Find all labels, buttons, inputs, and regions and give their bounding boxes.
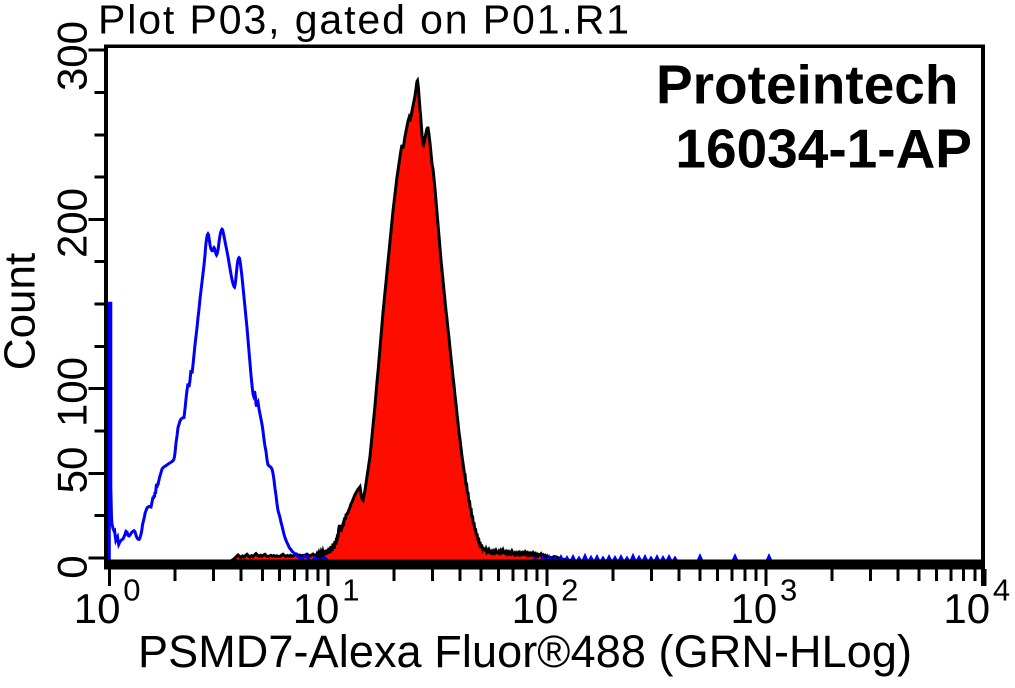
svg-text:10: 10 <box>731 585 778 632</box>
svg-text:100: 100 <box>49 357 96 427</box>
svg-text:10: 10 <box>512 585 559 632</box>
svg-text:Proteintech: Proteintech <box>656 54 959 116</box>
svg-text:300: 300 <box>49 21 96 91</box>
svg-text:1: 1 <box>342 573 359 608</box>
svg-text:10: 10 <box>293 585 340 632</box>
svg-text:3: 3 <box>780 573 797 608</box>
svg-text:Count: Count <box>0 253 45 370</box>
svg-text:2: 2 <box>561 573 578 608</box>
svg-text:16034-1-AP: 16034-1-AP <box>675 118 972 180</box>
svg-text:Plot P03, gated on P01.R1: Plot P03, gated on P01.R1 <box>98 0 629 43</box>
svg-text:200: 200 <box>49 188 96 258</box>
svg-text:4: 4 <box>993 573 1010 608</box>
svg-text:10: 10 <box>943 585 990 632</box>
svg-text:PSMD7-Alexa Fluor®488 (GRN-HLo: PSMD7-Alexa Fluor®488 (GRN-HLog) <box>138 626 912 677</box>
svg-text:0: 0 <box>123 573 140 608</box>
svg-text:10: 10 <box>74 585 121 632</box>
svg-text:50: 50 <box>49 447 96 494</box>
svg-text:0: 0 <box>49 555 96 578</box>
